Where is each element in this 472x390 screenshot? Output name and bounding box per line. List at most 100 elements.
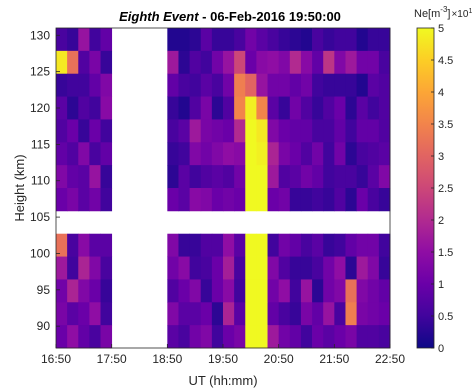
heatmap-cell	[378, 233, 391, 257]
heatmap-cell	[267, 279, 280, 303]
heatmap-cell	[211, 256, 224, 280]
heatmap-cell	[356, 325, 369, 349]
heatmap-cell	[245, 302, 257, 326]
heatmap-cell	[367, 50, 380, 75]
heatmap-cell	[300, 50, 313, 75]
heatmap-cell	[100, 279, 113, 303]
heatmap-cell	[289, 73, 302, 97]
heatmap-cell	[356, 256, 369, 280]
heatmap-cell	[78, 165, 90, 189]
heatmap-cell	[323, 73, 335, 97]
heatmap-cell	[345, 233, 357, 257]
heatmap-cell	[278, 119, 291, 143]
heatmap-cell	[378, 188, 391, 212]
heatmap-cell	[67, 28, 79, 52]
colorbar-tick-label: 2.5	[438, 183, 453, 195]
heatmap-cell	[223, 302, 235, 326]
heatmap-cell	[312, 325, 324, 349]
colorbar-tick-label: 2	[438, 215, 444, 227]
heatmap-cell	[289, 28, 302, 52]
heatmap-cell	[234, 50, 246, 75]
heatmap-cell	[78, 50, 90, 75]
heatmap-cell	[245, 73, 257, 97]
heatmap-cell	[78, 325, 90, 349]
heatmap-cell	[200, 50, 213, 75]
heatmap-cell	[323, 142, 335, 166]
heatmap-cells	[56, 28, 391, 349]
heatmap-cell	[89, 279, 101, 303]
colorbar-tick-label: 1	[438, 279, 444, 291]
heatmap-cell	[200, 165, 213, 189]
heatmap-cell	[200, 188, 213, 212]
heatmap-cell	[200, 302, 213, 326]
heatmap-cell	[56, 165, 68, 189]
heatmap-cell	[378, 119, 391, 143]
heatmap-cell	[189, 188, 202, 212]
heatmap-cell	[100, 233, 113, 257]
heatmap-cell	[334, 50, 346, 75]
heatmap-cell	[56, 302, 68, 326]
heatmap-cell	[100, 325, 113, 349]
heatmap-cell	[356, 142, 369, 166]
heatmap-cell	[78, 188, 90, 212]
heatmap-cell	[300, 142, 313, 166]
heatmap-cell	[167, 165, 179, 189]
heatmap-cell	[323, 50, 335, 75]
heatmap-cell	[89, 50, 101, 75]
heatmap-cell	[89, 142, 101, 166]
heatmap-cell	[256, 325, 268, 349]
heatmap-cell	[378, 73, 391, 97]
heatmap-cell	[267, 119, 280, 143]
heatmap-cell	[356, 279, 369, 303]
y-axis: 90 95 100 105 110 115 120 125 130	[30, 28, 60, 333]
heatmap-cell	[89, 325, 101, 349]
heatmap-cell	[356, 302, 369, 326]
heatmap-cell	[245, 28, 257, 52]
heatmap-cell	[56, 279, 68, 303]
heatmap-cell	[289, 96, 302, 120]
y-tick-label: 90	[37, 319, 51, 333]
heatmap-cell	[178, 96, 190, 120]
heatmap-cell	[312, 165, 324, 189]
heatmap-cell	[178, 188, 190, 212]
heatmap-cell	[278, 28, 291, 52]
heatmap-cell	[278, 279, 291, 303]
heatmap-cell	[223, 142, 235, 166]
heatmap-cell	[267, 96, 280, 120]
heatmap-cell	[167, 188, 179, 212]
heatmap-cell	[200, 279, 213, 303]
heatmap-cell	[56, 142, 68, 166]
x-axis: 16:50 17:50 18:50 19:50 20:50 21:50 22:50	[41, 344, 405, 366]
heatmap-cell	[312, 302, 324, 326]
heatmap-cell	[223, 165, 235, 189]
heatmap-cell	[223, 96, 235, 120]
heatmap-cell	[345, 256, 357, 280]
heatmap-cell	[345, 325, 357, 349]
heatmap-cell	[289, 50, 302, 75]
heatmap-cell	[167, 50, 179, 75]
heatmap-cell	[345, 188, 357, 212]
heatmap-cell	[189, 142, 202, 166]
heatmap-cell	[178, 165, 190, 189]
heatmap-cell	[356, 233, 369, 257]
heatmap-cell	[356, 50, 369, 75]
heatmap-cell	[234, 96, 246, 120]
heatmap-cell	[345, 96, 357, 120]
heatmap-cell	[178, 50, 190, 75]
heatmap-cell	[378, 28, 391, 52]
heatmap-cell	[323, 302, 335, 326]
heatmap-cell	[67, 119, 79, 143]
heatmap-cell	[56, 325, 68, 349]
heatmap-cell	[345, 302, 357, 326]
heatmap-cell	[300, 233, 313, 257]
heatmap-cell	[211, 279, 224, 303]
heatmap-cell	[178, 256, 190, 280]
title-italic: Eighth Event	[119, 9, 199, 24]
heatmap-cell	[300, 279, 313, 303]
heatmap-cell	[234, 279, 246, 303]
heatmap-cell	[367, 96, 380, 120]
heatmap-cell	[278, 233, 291, 257]
heatmap-cell	[167, 233, 179, 257]
heatmap-cell	[234, 325, 246, 349]
